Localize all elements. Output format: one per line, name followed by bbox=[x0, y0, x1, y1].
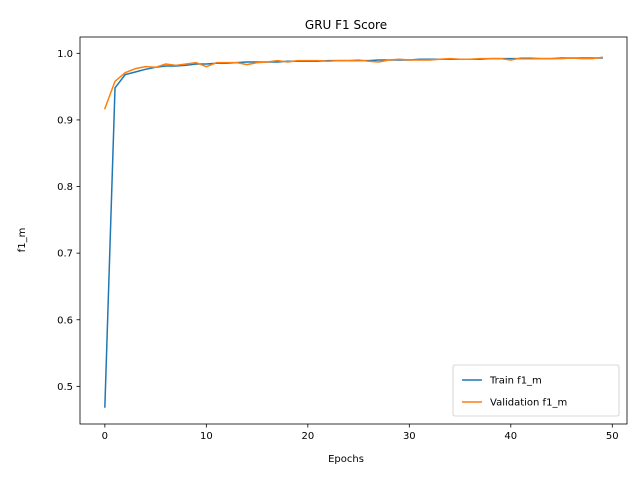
y-tick-label: 0.9 bbox=[57, 115, 73, 126]
x-tick-label: 50 bbox=[606, 431, 619, 442]
y-tick-label: 0.5 bbox=[57, 382, 73, 393]
x-tick-label: 30 bbox=[403, 431, 416, 442]
y-axis-label: f1_m bbox=[17, 228, 28, 253]
legend: Train f1_m Validation f1_m bbox=[452, 364, 620, 417]
legend-label-1: Validation f1_m bbox=[490, 398, 567, 409]
axes-frame bbox=[79, 36, 628, 425]
series-line-1 bbox=[103, 56, 603, 110]
y-tick-label: 0.6 bbox=[57, 315, 73, 326]
legend-box bbox=[452, 364, 620, 417]
y-tick-label: 0.7 bbox=[57, 249, 73, 260]
x-axis-label: Epochs bbox=[328, 454, 364, 465]
y-tick-label: 1.0 bbox=[57, 49, 73, 60]
chart-title: GRU F1 Score bbox=[305, 18, 387, 32]
x-tick-label: 0 bbox=[102, 431, 108, 442]
legend-label-0: Train f1_m bbox=[489, 376, 542, 387]
plot-area: 0 10 20 30 40 50 0.5 0.6 0.7 0.8 0.9 1.0 bbox=[57, 36, 628, 442]
y-tick-label: 0.8 bbox=[57, 182, 73, 193]
x-tick-label: 40 bbox=[504, 431, 517, 442]
x-tick-label: 20 bbox=[301, 431, 314, 442]
x-tick-label: 10 bbox=[200, 431, 213, 442]
